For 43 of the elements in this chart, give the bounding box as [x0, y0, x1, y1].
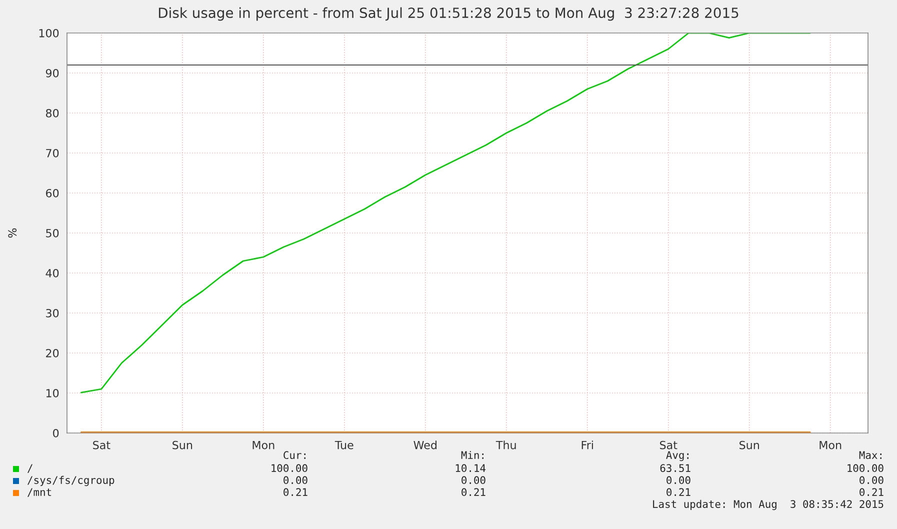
text: 0.21: [860, 488, 884, 496]
y-tick-label: 40: [46, 268, 59, 278]
text: 100.00: [272, 464, 308, 472]
text: 0.21: [462, 488, 486, 496]
legend-label: /sys/fs/cgroup: [28, 476, 114, 486]
y-tick-label: 50: [46, 228, 59, 238]
legend-label: /: [28, 464, 32, 473]
text: 0.21: [284, 488, 308, 496]
text: 63.51: [660, 464, 690, 472]
y-tick-label: 70: [46, 148, 59, 158]
text: 0.21: [666, 488, 690, 496]
x-tick-label: Mon: [820, 440, 842, 450]
text: 10.14: [456, 464, 486, 472]
y-tick-label: 20: [46, 348, 59, 358]
text: 0.00: [462, 476, 486, 484]
text: 0.00: [666, 476, 690, 484]
text: Last update: Mon Aug 3 08:35:42 2015: [653, 500, 884, 510]
y-axis-title: %: [8, 228, 17, 238]
x-tick-label: Tue: [334, 440, 354, 450]
y-tick-label: 80: [46, 108, 59, 118]
x-tick-label: Sun: [740, 440, 759, 450]
x-tick-label: Mon: [252, 440, 274, 450]
text: Cur:: [284, 451, 306, 460]
y-tick-label: 100: [39, 28, 59, 38]
y-tick-label: 60: [46, 188, 59, 198]
y-tick-label: 90: [46, 68, 59, 78]
x-tick-label: Sat: [660, 440, 678, 450]
y-tick-label: 10: [46, 388, 59, 398]
y-tick-label: 0: [53, 428, 59, 438]
x-tick-label: Sun: [172, 440, 192, 450]
text: 0.00: [284, 476, 308, 484]
text: Max:: [859, 451, 882, 460]
legend-label: /mnt: [28, 488, 52, 497]
text: 0.00: [860, 476, 884, 484]
text: Avg:: [666, 451, 688, 462]
chart-title: Disk usage in percent - from Sat Jul 25 01:51:28 2015 to Mon Aug 3 23:27:28 2015: [158, 7, 738, 21]
text: 100.00: [848, 464, 884, 472]
x-tick-label: Thu: [496, 440, 516, 450]
text: Min:: [461, 450, 484, 459]
x-tick-label: Sat: [93, 440, 110, 450]
x-tick-label: Fri: [582, 440, 593, 450]
x-tick-label: Wed: [414, 440, 436, 450]
y-tick-label: 30: [46, 308, 59, 318]
